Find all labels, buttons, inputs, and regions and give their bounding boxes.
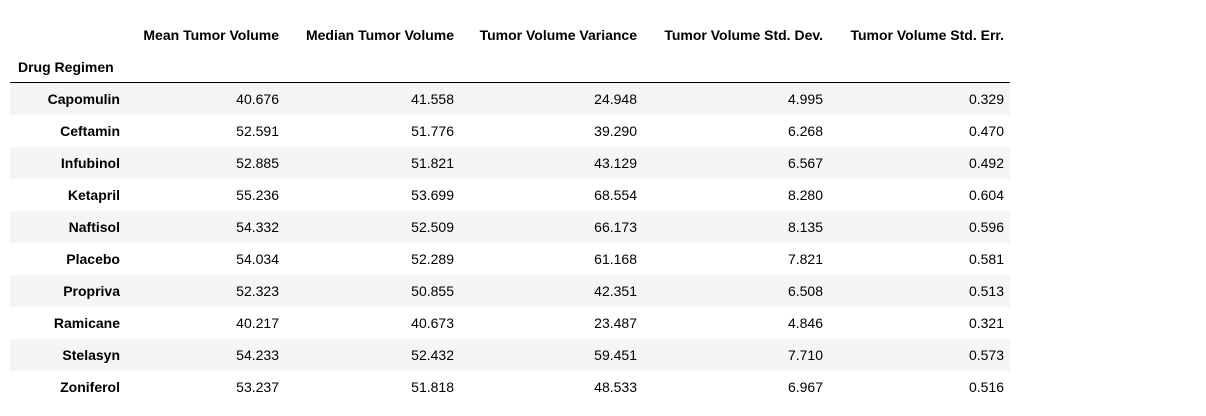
table-cell: 53.699 [411, 186, 454, 203]
table-cell: 0.513 [968, 282, 1004, 299]
table-cell: 41.558 [411, 90, 454, 107]
table-cell: 6.268 [787, 122, 823, 139]
row-label: Infubinol [60, 154, 120, 171]
header-blank-cell [10, 18, 128, 51]
header-blank-cell [643, 51, 829, 83]
table-row: Capomulin 40.676 41.558 24.948 4.995 0.3… [10, 82, 1010, 115]
column-header: Tumor Volume Std. Dev. [643, 18, 829, 51]
table-cell: 7.821 [787, 250, 823, 267]
table-cell: 6.508 [787, 282, 823, 299]
table-cell: 68.554 [594, 186, 637, 203]
table-cell: 0.581 [968, 250, 1004, 267]
row-label: Placebo [66, 250, 120, 267]
row-label: Propriva [63, 282, 120, 299]
row-label: Zoniferol [60, 378, 120, 395]
table-cell: 54.233 [236, 346, 279, 363]
table-cell: 55.236 [236, 186, 279, 203]
table-cell: 40.676 [236, 90, 279, 107]
index-name-row: Drug Regimen [10, 51, 1010, 83]
row-label: Naftisol [68, 218, 120, 235]
column-header: Median Tumor Volume [285, 18, 460, 51]
table-cell: 51.776 [411, 122, 454, 139]
row-label: Capomulin [47, 90, 120, 107]
column-header-row: Mean Tumor Volume Median Tumor Volume Tu… [10, 18, 1010, 51]
table-row: Placebo 54.034 52.289 61.168 7.821 0.581 [10, 242, 1010, 275]
table-cell: 0.596 [968, 218, 1004, 235]
table-cell: 52.432 [411, 346, 454, 363]
table-cell: 54.332 [236, 218, 279, 235]
header-blank-cell [829, 51, 1010, 83]
table-cell: 4.846 [787, 314, 823, 331]
column-header: Tumor Volume Std. Err. [829, 18, 1010, 51]
summary-statistics-table: Mean Tumor Volume Median Tumor Volume Tu… [10, 18, 1010, 403]
table-cell: 40.217 [236, 314, 279, 331]
header-blank-cell [460, 51, 643, 83]
table-cell: 4.995 [787, 90, 823, 107]
table-cell: 7.710 [787, 346, 823, 363]
table-row: Propriva 52.323 50.855 42.351 6.508 0.51… [10, 274, 1010, 307]
table-cell: 6.567 [787, 154, 823, 171]
table-row: Infubinol 52.885 51.821 43.129 6.567 0.4… [10, 146, 1010, 179]
table-cell: 39.290 [594, 122, 637, 139]
table-cell: 52.509 [411, 218, 454, 235]
table-row: Stelasyn 54.233 52.432 59.451 7.710 0.57… [10, 338, 1010, 371]
column-header: Tumor Volume Variance [460, 18, 643, 51]
table-cell: 51.821 [411, 154, 454, 171]
table-cell: 48.533 [594, 378, 637, 395]
table-cell: 0.321 [968, 314, 1004, 331]
index-name-header: Drug Regimen [10, 51, 128, 83]
table-body: Capomulin 40.676 41.558 24.948 4.995 0.3… [10, 82, 1010, 403]
table-cell: 24.948 [594, 90, 637, 107]
table-cell: 59.451 [594, 346, 637, 363]
table-cell: 53.237 [236, 378, 279, 395]
table-cell: 0.604 [968, 186, 1004, 203]
table-cell: 52.289 [411, 250, 454, 267]
table-cell: 43.129 [594, 154, 637, 171]
table-cell: 0.516 [968, 378, 1004, 395]
dataframe-output: Mean Tumor Volume Median Tumor Volume Tu… [10, 18, 1010, 403]
row-label: Ceftamin [60, 122, 120, 139]
header-blank-cell [285, 51, 460, 83]
table-cell: 6.967 [787, 378, 823, 395]
table-cell: 51.818 [411, 378, 454, 395]
table-cell: 52.323 [236, 282, 279, 299]
table-row: Ramicane 40.217 40.673 23.487 4.846 0.32… [10, 306, 1010, 339]
table-cell: 50.855 [411, 282, 454, 299]
table-row: Ceftamin 52.591 51.776 39.290 6.268 0.47… [10, 114, 1010, 147]
table-cell: 0.573 [968, 346, 1004, 363]
table-cell: 66.173 [594, 218, 637, 235]
table-header: Mean Tumor Volume Median Tumor Volume Tu… [10, 18, 1010, 83]
table-cell: 42.351 [594, 282, 637, 299]
table-cell: 23.487 [594, 314, 637, 331]
row-label: Stelasyn [62, 346, 120, 363]
table-row: Zoniferol 53.237 51.818 48.533 6.967 0.5… [10, 370, 1010, 403]
table-cell: 52.591 [236, 122, 279, 139]
row-label: Ketapril [67, 186, 120, 203]
table-cell: 0.492 [968, 154, 1004, 171]
row-label: Ramicane [53, 314, 120, 331]
table-cell: 54.034 [236, 250, 279, 267]
table-row: Naftisol 54.332 52.509 66.173 8.135 0.59… [10, 210, 1010, 243]
header-blank-cell [128, 51, 285, 83]
table-cell: 8.280 [787, 186, 823, 203]
table-cell: 40.673 [411, 314, 454, 331]
table-cell: 52.885 [236, 154, 279, 171]
table-cell: 0.470 [968, 122, 1004, 139]
table-row: Ketapril 55.236 53.699 68.554 8.280 0.60… [10, 178, 1010, 211]
table-cell: 61.168 [594, 250, 637, 267]
column-header: Mean Tumor Volume [128, 18, 285, 51]
table-cell: 0.329 [968, 90, 1004, 107]
table-cell: 8.135 [787, 218, 823, 235]
